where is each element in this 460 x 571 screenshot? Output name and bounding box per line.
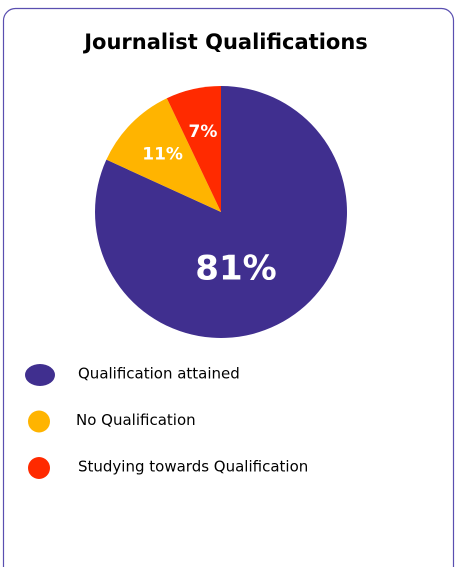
legend-marker: [25, 364, 55, 386]
legend-marker: [28, 410, 50, 433]
legend-label: Studying towards Qualification: [78, 458, 308, 476]
slice-label: 11%: [142, 145, 183, 165]
pie-slice: [106, 98, 221, 212]
slice-label: 7%: [189, 122, 218, 142]
pie-slice: [166, 86, 221, 212]
legend-label: No Qualification: [76, 411, 196, 429]
legend-marker: [28, 457, 50, 479]
chart-title: Journalist Qualifications: [82, 30, 368, 54]
pie-slice: [95, 86, 348, 338]
legend-label: Qualification attained: [78, 365, 240, 383]
slice-label: 81%: [195, 249, 276, 289]
